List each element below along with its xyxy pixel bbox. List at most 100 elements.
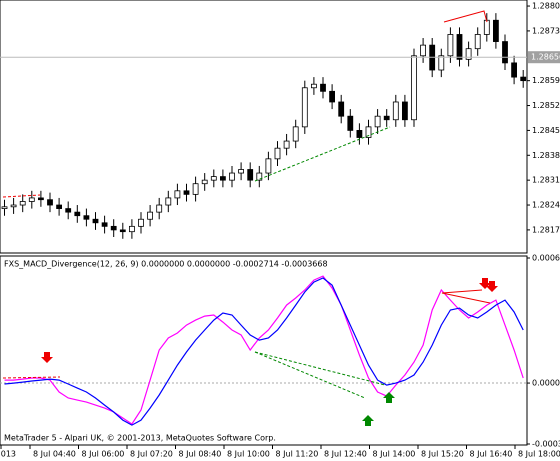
candle-body	[74, 211, 81, 217]
candle-body	[356, 130, 363, 138]
y-tick-label: 1.28310	[532, 176, 560, 185]
x-tick-label: 8 Jul 07:20	[130, 450, 173, 459]
candle-body	[92, 218, 99, 224]
bull-divergence	[254, 351, 386, 386]
current-price-label: 1.28656	[531, 53, 560, 62]
y-tick-label: 1.28380	[532, 151, 560, 160]
current-price-box	[528, 51, 560, 64]
candle-body	[465, 48, 472, 60]
bear-divergence	[441, 289, 491, 304]
candle-body	[156, 204, 163, 213]
y-tick-label: -0.000326	[532, 440, 560, 449]
candle-body	[502, 41, 508, 64]
signal-arrows	[41, 278, 498, 426]
candle-body	[392, 101, 399, 121]
y-tick-label: 1.28240	[532, 201, 560, 210]
price-panel	[0, 0, 528, 254]
candle-body	[174, 190, 181, 199]
candle-body	[238, 169, 245, 174]
x-tick-label: 8 Jul 08:40	[179, 450, 222, 459]
candle-body	[192, 183, 199, 195]
sell-arrow	[479, 278, 491, 289]
y-tick-label: 1.28730	[532, 26, 560, 35]
candle-body	[301, 87, 308, 128]
candle-body	[101, 222, 108, 227]
x-tick-label: 8 Jul 18:00	[518, 450, 560, 459]
candle-body	[256, 172, 263, 181]
candle-body	[28, 197, 35, 202]
candle-body	[138, 218, 144, 227]
candle-body	[374, 115, 381, 128]
plot-layer	[0, 13, 527, 426]
candle-body	[411, 55, 417, 121]
candle-body	[320, 83, 326, 92]
candle-body	[38, 197, 44, 201]
y-tick-label: 0.000669	[532, 254, 560, 263]
buy-arrow	[383, 392, 395, 403]
candle-body	[147, 211, 154, 220]
x-tick-label: 8 Jul 10:00	[227, 450, 270, 459]
bear-divergence	[2, 376, 61, 379]
candle-body	[292, 126, 299, 142]
candle-body	[47, 199, 53, 206]
candle-body	[283, 140, 290, 149]
x-tick-label: 8 Jul 11:20	[276, 450, 319, 459]
candle-body	[338, 101, 345, 117]
candle-body	[365, 126, 372, 138]
x-tick-label: 8 Jul 16:40	[470, 450, 513, 459]
candle-body	[65, 208, 72, 213]
y-tick-label: 1.28450	[532, 126, 560, 135]
candle-body	[165, 197, 172, 206]
candle-body	[329, 90, 336, 103]
candle-body	[110, 225, 117, 231]
indicator-title: FXS_MACD_Divergence(12, 26, 9) 0.0000000…	[4, 260, 328, 269]
candle-body	[128, 225, 135, 233]
candle-body	[438, 55, 445, 71]
x-tick-label: 8 Jul 06:00	[82, 450, 125, 459]
candle-body	[247, 169, 254, 181]
candle-body	[447, 34, 454, 57]
candle-body	[310, 83, 317, 89]
bear-divergence	[443, 10, 488, 23]
candle-body	[83, 215, 90, 220]
candle-body	[183, 190, 190, 195]
candle-body	[483, 19, 490, 35]
y-tick-label: 0.000000	[532, 379, 560, 388]
candle-body	[119, 229, 126, 233]
candle-body	[201, 179, 208, 185]
buy-arrow	[362, 415, 374, 426]
candle-body	[1, 206, 8, 209]
bull-divergence	[254, 126, 391, 182]
candle-body	[229, 172, 235, 181]
candle-body	[210, 176, 217, 181]
sell-arrow	[41, 352, 53, 363]
x-tick-label: 8 Jul 14:00	[373, 450, 416, 459]
divergence-lines	[2, 10, 491, 399]
candle-body	[492, 19, 499, 42]
x-tick-label: 8 Jul 12:40	[324, 450, 367, 459]
candle-body	[520, 76, 527, 82]
candle-body	[274, 147, 281, 160]
candle-body	[420, 44, 427, 57]
candle-body	[347, 115, 354, 131]
x-tick-label: 8 Jul 04:40	[33, 450, 76, 459]
candle-body	[474, 34, 481, 50]
candle-body	[383, 115, 390, 121]
indicator-line	[4, 275, 524, 425]
indicator-line	[4, 277, 524, 426]
footer: MetaTrader 5 - Alpari UK, © 2001-2013, M…	[4, 434, 276, 443]
x-tick-label: 8 Jul 15:20	[421, 450, 464, 459]
candle-body	[265, 158, 272, 174]
indicator-panel	[0, 255, 528, 446]
y-tick-label: 1.28590	[532, 76, 560, 85]
y-tick-label: 1.28520	[532, 101, 560, 110]
y-tick-label: 1.28170	[532, 225, 560, 234]
x-tick-label: 2013	[0, 450, 16, 459]
candle-body	[511, 62, 518, 78]
sell-arrow	[486, 281, 498, 292]
candle-body	[401, 101, 408, 121]
bear-divergence	[2, 194, 41, 198]
candle-body	[56, 204, 62, 209]
y-tick-label: 1.28800	[532, 2, 560, 11]
